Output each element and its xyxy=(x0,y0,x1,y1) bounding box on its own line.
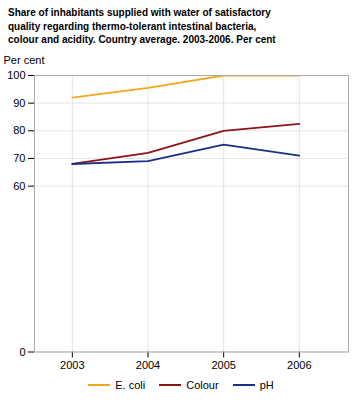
svg-text:60: 60 xyxy=(13,179,25,191)
svg-text:70: 70 xyxy=(13,151,25,163)
svg-text:100: 100 xyxy=(7,69,25,81)
html-text:Colour: Colour xyxy=(186,379,219,391)
svg-text:2004: 2004 xyxy=(136,358,160,370)
html-text:pH: pH xyxy=(259,379,274,391)
svg-text:Per cent: Per cent xyxy=(4,54,45,66)
svg-text:2005: 2005 xyxy=(211,358,235,370)
svg-text:2003: 2003 xyxy=(60,358,84,370)
svg-text:0: 0 xyxy=(19,345,25,357)
svg-text:90: 90 xyxy=(13,96,25,108)
html-text:Share of inhabitants supplied: Share of inhabitants supplied with water… xyxy=(8,7,276,45)
html-text:E. coli: E. coli xyxy=(115,379,146,391)
svg-text:2006: 2006 xyxy=(287,358,311,370)
svg-text:80: 80 xyxy=(13,124,25,136)
